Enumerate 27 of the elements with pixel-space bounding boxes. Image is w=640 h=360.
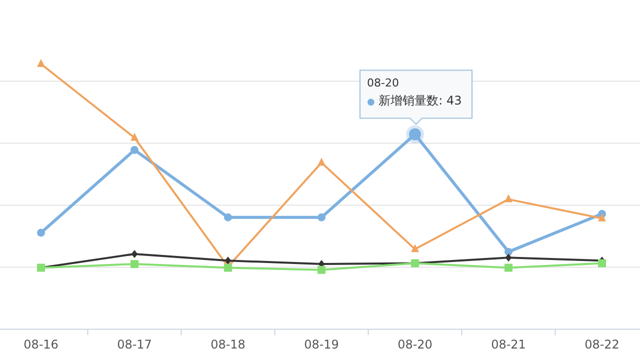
x-tick-label: 08-16 — [24, 337, 58, 352]
x-tick-label: 08-20 — [398, 337, 432, 352]
point — [504, 194, 512, 202]
x-tick-label: 08-18 — [210, 337, 246, 352]
point — [130, 260, 138, 268]
annotation: 08-20 — [367, 76, 399, 90]
point — [318, 213, 326, 222]
point — [37, 228, 45, 237]
point — [224, 213, 232, 222]
point — [411, 244, 419, 252]
point — [130, 146, 138, 154]
point — [505, 254, 512, 262]
point — [130, 132, 138, 141]
point — [224, 256, 232, 265]
annotation: ● 新增销量数: 43 — [367, 93, 462, 108]
point — [131, 250, 138, 258]
point — [598, 259, 606, 268]
point — [598, 213, 606, 222]
point — [318, 266, 326, 274]
point — [318, 158, 326, 166]
x-tick-label: 08-22 — [584, 337, 620, 352]
x-tick-label: 08-21 — [491, 337, 526, 352]
point — [504, 264, 512, 272]
x-tick-label: 08-17 — [117, 337, 152, 352]
x-tick-label: 08-19 — [304, 337, 339, 352]
point — [37, 59, 45, 67]
point — [504, 248, 512, 256]
